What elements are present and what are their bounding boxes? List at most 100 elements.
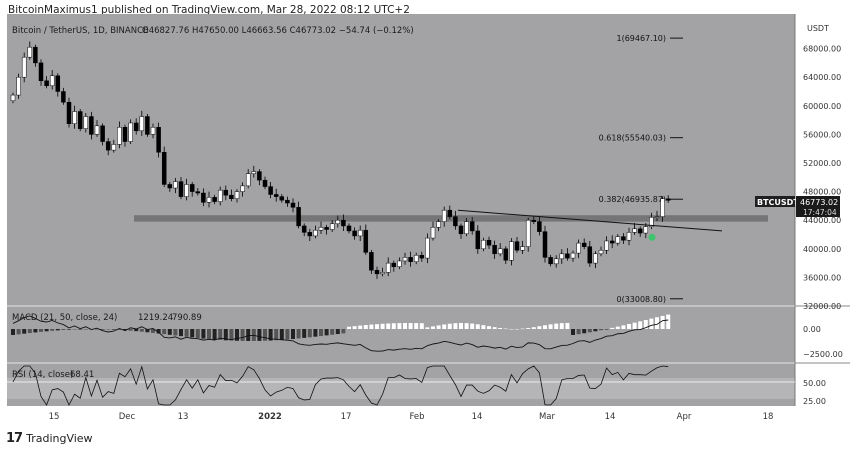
macd-bar: [554, 323, 559, 329]
candle-body: [341, 219, 346, 227]
macd-bar: [666, 314, 671, 329]
macd-bar: [319, 329, 323, 337]
macd-bar: [11, 329, 15, 335]
macd-bar: [386, 323, 391, 329]
candle-body: [329, 223, 335, 230]
time-tick-label: 13: [178, 412, 189, 422]
candle-body: [49, 75, 55, 87]
macd-bar: [274, 329, 279, 341]
macd-bar: [27, 329, 32, 334]
price-axis: 32000.00 36000.00 40000.00 44000.00 48000.00…: [803, 45, 841, 311]
candle-body: [173, 181, 178, 189]
macd-bar: [621, 325, 626, 329]
candle-body: [167, 184, 173, 189]
candle-body: [402, 257, 408, 262]
macd-bar: [347, 326, 351, 329]
candle-body: [593, 253, 598, 264]
candle-body: [324, 227, 329, 230]
rsi-axis-25: 25.00: [803, 397, 826, 406]
macd-bar: [526, 328, 531, 329]
resistance-line: [457, 209, 723, 232]
time-tick-label: Feb: [409, 412, 424, 422]
candle-body: [374, 270, 380, 275]
candle-body: [245, 173, 251, 187]
macd-bar: [307, 329, 312, 338]
price-chart[interactable]: Bitcoin / TetherUS, 1D, BINANCE O46827.7…: [0, 14, 850, 429]
macd-bar: [431, 326, 435, 329]
candle-body: [559, 253, 565, 260]
candle-body: [537, 221, 542, 232]
macd-bar: [95, 329, 99, 330]
macd-bar: [341, 329, 346, 334]
candle-body: [626, 232, 632, 241]
time-tick-label: 17: [341, 412, 352, 422]
price-tick-label: 48000.00: [803, 188, 841, 197]
candle-body: [413, 254, 419, 262]
candle-body: [514, 241, 520, 251]
macd-line: [12, 315, 669, 352]
currency-label: USDT: [807, 24, 829, 33]
candle-body: [156, 127, 161, 153]
candle-body: [206, 197, 212, 203]
macd-bar: [33, 329, 38, 333]
macd-bar: [173, 329, 178, 336]
candle-body: [346, 225, 352, 232]
macd-bar: [151, 329, 155, 333]
candle-body: [55, 75, 61, 92]
candle-body: [33, 46, 38, 64]
time-tick-label: Dec: [119, 412, 136, 422]
candle-body: [436, 221, 441, 228]
macd-bar: [296, 329, 301, 339]
candle-body: [632, 228, 637, 233]
candle-body: [111, 144, 117, 151]
macd-bar: [397, 323, 402, 329]
time-tick-label: 18: [763, 412, 774, 422]
candle-body: [66, 101, 72, 124]
macd-label: MACD (21, 50, close, 24): [12, 313, 117, 323]
candle-body: [195, 191, 201, 194]
candle-body: [576, 242, 581, 254]
macd-bar: [582, 329, 587, 334]
candle-body: [598, 249, 604, 255]
macd-bar: [218, 329, 223, 340]
candle-body: [615, 236, 621, 244]
bar-countdown: 17:47:04: [803, 208, 837, 217]
macd-bar: [559, 323, 564, 329]
price-pane-bg: [7, 14, 795, 305]
candle-body: [553, 258, 559, 265]
candle-body: [385, 262, 391, 273]
candle-body: [458, 225, 464, 235]
candle-body: [105, 141, 111, 151]
candle-body: [178, 181, 184, 197]
macd-bar: [615, 326, 620, 329]
candle-body: [430, 227, 436, 239]
candle-body: [72, 111, 77, 124]
time-tick-label: 14: [472, 412, 483, 422]
candle-body: [285, 199, 290, 204]
price-tick-label: 36000.00: [803, 273, 841, 282]
candle-body: [122, 127, 128, 142]
candle-body: [217, 189, 223, 202]
macd-bar: [442, 324, 447, 329]
macd-bar: [134, 329, 139, 332]
price-tick-label: 68000.00: [803, 45, 841, 54]
candle-body: [201, 192, 206, 203]
candle-body: [117, 127, 122, 145]
candle-body: [257, 171, 262, 181]
macd-bar: [128, 329, 133, 331]
macd-bar: [453, 323, 458, 329]
candle-body: [548, 257, 553, 265]
macd-bar: [610, 327, 615, 329]
price-tick-label: 56000.00: [803, 130, 841, 139]
candle-body: [279, 196, 285, 201]
macd-bar: [100, 329, 105, 330]
macd-bar: [145, 329, 150, 333]
candles: [10, 41, 671, 279]
candle-body: [150, 127, 156, 135]
macd-bar: [72, 329, 77, 330]
macd-bar: [78, 329, 83, 330]
macd-bar: [363, 325, 368, 329]
time-tick-label: 15: [49, 412, 60, 422]
macd-bar: [162, 329, 167, 335]
macd-bar: [391, 323, 396, 329]
